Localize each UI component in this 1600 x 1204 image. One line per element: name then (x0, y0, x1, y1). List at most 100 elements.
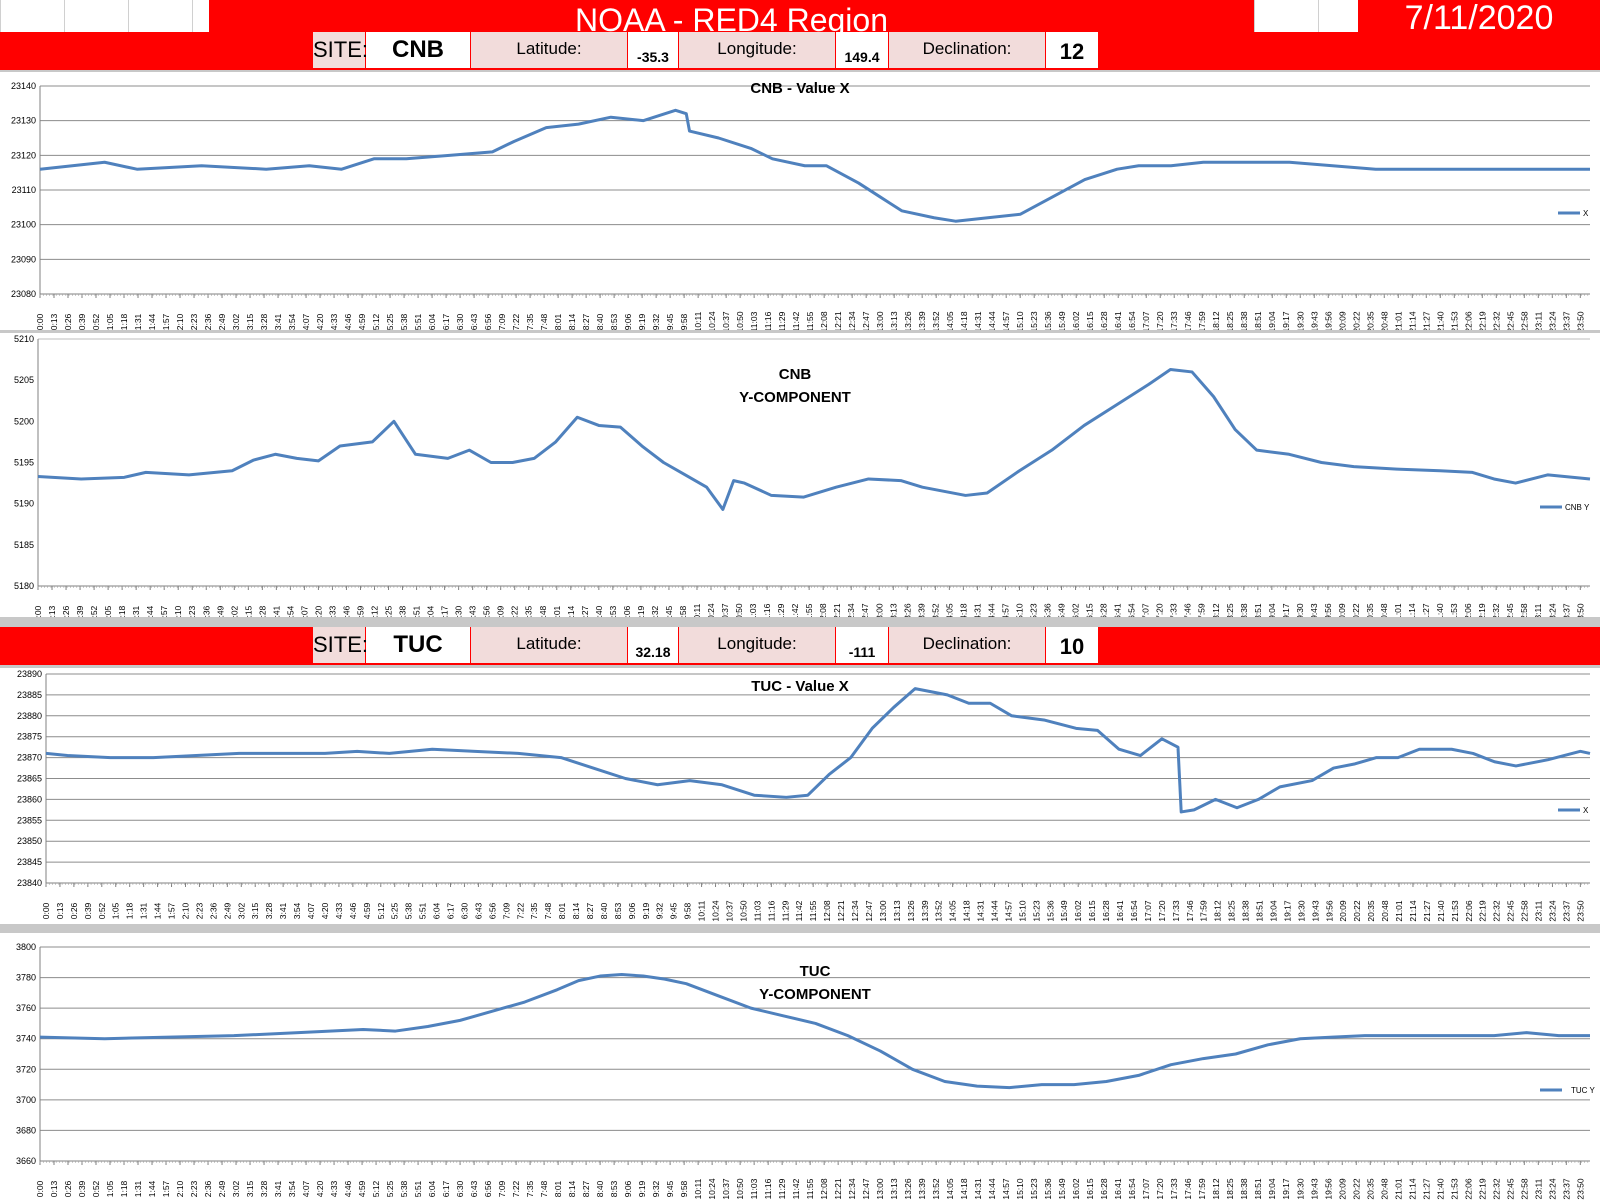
y-tick-label: 23110 (12, 185, 36, 195)
y-tick-label: 23870 (17, 753, 42, 763)
x-tick-label: 6:17 (441, 1180, 451, 1197)
x-tick-label: 12:08 (819, 311, 829, 330)
x-tick-label: 20:22 (1352, 900, 1362, 922)
x-tick-label: 1:05 (111, 902, 121, 919)
x-tick-label: 10:37 (721, 1178, 731, 1200)
x-tick-label: 1:18 (119, 313, 129, 330)
x-tick-label: 14:05 (945, 311, 955, 330)
y-tick-label: 23890 (17, 669, 42, 679)
x-tick-label: 13:13 (889, 1178, 899, 1200)
x-tick-label: 17:59 (1197, 311, 1207, 330)
y-tick-label: 23840 (17, 878, 42, 888)
x-tick-label: 2:10 (173, 605, 183, 617)
x-tick-label: 18:38 (1239, 1178, 1249, 1200)
x-tick-label: 7:35 (524, 605, 534, 617)
x-tick-label: 12:21 (833, 311, 843, 330)
x-tick-label: 9:32 (651, 313, 661, 330)
x-tick-label: 6:30 (455, 313, 465, 330)
x-tick-label: 20:48 (1379, 311, 1389, 330)
x-tick-label: 13:39 (917, 311, 927, 330)
x-tick-label: 19:17 (1281, 603, 1291, 617)
x-tick-label: 10:37 (721, 311, 731, 330)
x-tick-label: 13:52 (930, 603, 940, 617)
x-tick-label: 20:35 (1365, 311, 1375, 330)
x-tick-label: 1:31 (133, 313, 143, 330)
x-tick-label: 17:59 (1199, 900, 1209, 922)
x-tick-label: 15:23 (1029, 1178, 1039, 1200)
x-tick-label: 17:33 (1171, 900, 1181, 922)
legend-label: X (1583, 209, 1589, 218)
x-tick-label: 10:24 (707, 1178, 717, 1200)
x-tick-label: 2:23 (189, 313, 199, 330)
x-tick-label: 4:46 (343, 313, 353, 330)
x-tick-label: 9:19 (637, 1180, 647, 1197)
x-tick-label: 8:27 (581, 1180, 591, 1197)
x-tick-label: 5:25 (390, 902, 400, 919)
x-tick-label: 1:44 (147, 313, 157, 330)
x-tick-label: 8:27 (581, 313, 591, 330)
x-tick-label: 15:10 (1017, 900, 1027, 922)
x-tick-label: 8:14 (567, 313, 577, 330)
x-tick-label: 11:42 (790, 603, 800, 617)
x-tick-label: 16:41 (1113, 311, 1123, 330)
x-tick-label: 6:04 (427, 313, 437, 330)
x-tick-label: 17:20 (1155, 603, 1165, 617)
x-tick-label: 2:10 (180, 902, 190, 919)
x-tick-label: 7:35 (529, 902, 539, 919)
x-tick-label: 21:53 (1449, 603, 1459, 617)
x-tick-label: 21:14 (1407, 1178, 1417, 1200)
x-tick-label: 4:33 (327, 605, 337, 617)
x-tick-label: 20:09 (1337, 603, 1347, 617)
x-tick-label: 8:53 (609, 1180, 619, 1197)
x-tick-label: 16:54 (1127, 311, 1137, 330)
x-tick-label: 5:38 (398, 605, 408, 617)
x-tick-label: 17:46 (1183, 1178, 1193, 1200)
x-tick-label: 14:57 (1001, 1178, 1011, 1200)
tuc-y-plot: 3660 3680 3700 3720 3740 3760 3780 3800 0:00 0:13… (16, 942, 1590, 1200)
x-tick-label: 21:27 (1422, 900, 1432, 922)
series-line (39, 973, 1590, 1090)
x-tick-label: 20:48 (1379, 1178, 1389, 1200)
x-tick-label: 3:15 (245, 313, 255, 330)
x-tick-label: 8:14 (566, 605, 576, 617)
x-tick-label: 14:44 (990, 900, 1000, 922)
cnb-x-chart: 23080 23090 23100 23110 23120 23130 23140 0:00 0… (0, 72, 1600, 330)
x-tick-label: 23:11 (1533, 900, 1543, 921)
legend-label: TUC Y (1571, 1086, 1595, 1095)
x-tick-label: 6:43 (473, 902, 483, 919)
x-tick-label: 3:41 (278, 902, 288, 919)
x-tick-label: 11:42 (794, 900, 804, 921)
x-tick-label: 21:14 (1407, 311, 1417, 330)
x-tick-label: 18:12 (1211, 311, 1221, 330)
x-tick-label: 6:04 (427, 1180, 437, 1197)
x-tick-label: 12:08 (818, 603, 828, 617)
x-tick-label: 14:18 (962, 900, 972, 922)
x-tick-label: 16:28 (1099, 311, 1109, 330)
x-tick-label: 18:25 (1225, 311, 1235, 330)
x-tick-label: 2:23 (189, 1180, 199, 1197)
x-tick-label: 16:15 (1087, 900, 1097, 922)
tuc-y-chart: 3660 3680 3700 3720 3740 3760 3780 3800 0:00 0:13… (0, 933, 1600, 1204)
x-tick-label: 16:41 (1113, 1178, 1123, 1200)
x-tick-label: 0:26 (63, 313, 73, 330)
y-tick-label: 23855 (17, 815, 42, 825)
x-tick-label: 23:11 (1533, 1178, 1543, 1199)
y-tick-label: 3740 (16, 1034, 36, 1044)
x-tick-label: 14:05 (948, 900, 958, 922)
x-tick-label: 12:21 (836, 900, 846, 922)
x-tick-label: 1:18 (125, 902, 135, 919)
site-code: CNB (366, 32, 470, 68)
x-tick-label: 18:51 (1253, 1178, 1263, 1200)
x-tick-label: 4:20 (315, 313, 325, 330)
y-tick-label: 5210 (14, 334, 34, 344)
x-tick-label: 6:30 (455, 1180, 465, 1197)
x-tick-label: 20:09 (1338, 900, 1348, 922)
x-tick-label: 16:02 (1071, 1178, 1081, 1200)
x-tick-label: 9:32 (650, 605, 660, 617)
x-tick-label: 16:41 (1115, 900, 1125, 922)
x-tick-label: 20:35 (1366, 900, 1376, 922)
x-tick-label: 15:36 (1043, 311, 1053, 330)
x-tick-label: 5:51 (413, 313, 423, 330)
x-tick-label: 8:14 (571, 902, 581, 919)
y-tick-label: 23100 (11, 220, 36, 230)
